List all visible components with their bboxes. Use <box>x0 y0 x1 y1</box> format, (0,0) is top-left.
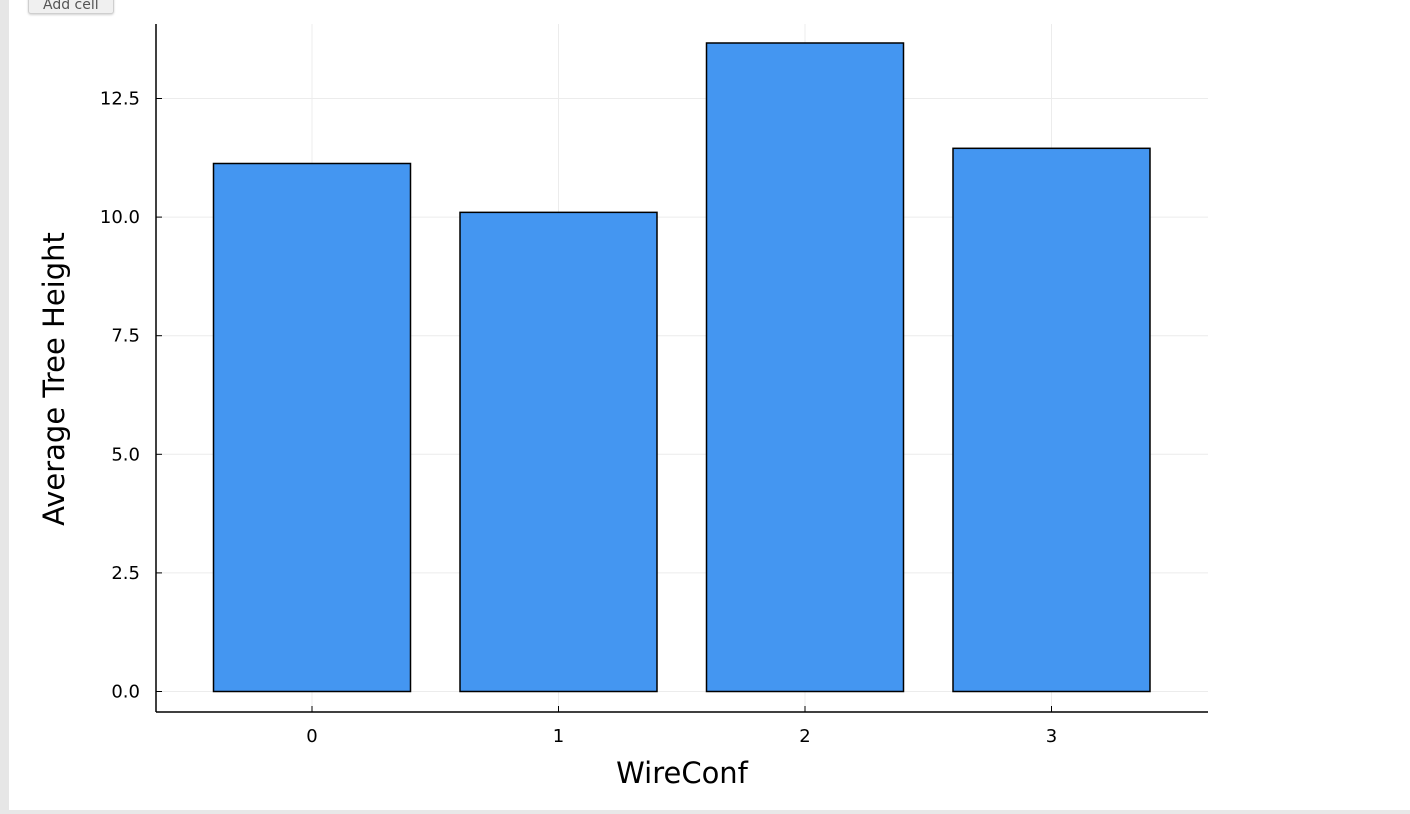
x-tick-label: 1 <box>553 726 564 747</box>
bars <box>212 42 1151 693</box>
y-axis-title: Average Tree Height <box>37 232 71 526</box>
cell-bottom-border <box>0 810 1410 814</box>
y-tick-label: 5.0 <box>111 444 140 465</box>
add-cell-button[interactable]: Add cell <box>28 0 114 14</box>
x-axis-title: WireConf <box>616 756 749 790</box>
x-tick-label: 2 <box>799 726 810 747</box>
y-tick-label: 10.0 <box>100 207 140 228</box>
axes <box>155 24 1208 713</box>
bar-2 <box>705 42 905 693</box>
bar-0 <box>212 162 412 693</box>
y-tick-label: 2.5 <box>111 563 140 584</box>
x-tick-label: 3 <box>1046 726 1057 747</box>
x-tick-labels: 0 1 2 3 <box>306 726 1057 747</box>
y-tick-labels: 0.0 2.5 5.0 7.5 10.0 12.5 <box>100 89 140 703</box>
bar-1 <box>459 211 658 693</box>
y-tick-label: 7.5 <box>111 326 140 347</box>
x-tick-label: 0 <box>306 726 317 747</box>
y-tick-label: 12.5 <box>100 89 140 110</box>
y-tick-label: 0.0 <box>111 682 140 703</box>
bar-3 <box>952 147 1151 693</box>
cell-left-border <box>0 0 9 814</box>
